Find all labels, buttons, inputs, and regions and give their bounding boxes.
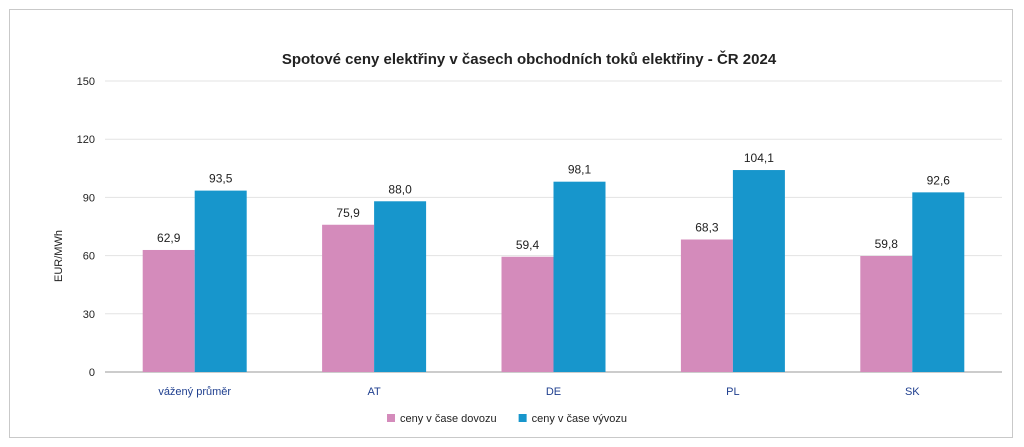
bar [912, 192, 965, 372]
data-label: 93,5 [209, 172, 233, 186]
bar [322, 224, 375, 372]
bar [194, 190, 247, 372]
x-tick-label: vážený průměr [158, 386, 231, 398]
data-label: 59,4 [516, 238, 540, 252]
x-tick-label: PL [726, 386, 739, 398]
x-axis-ticks: vážený průměr AT DE PL SK [158, 386, 920, 398]
data-label: 98,1 [568, 163, 592, 177]
legend: ceny v čase dovozu ceny v čase vývozu [387, 413, 627, 425]
x-tick-label: DE [546, 386, 561, 398]
data-label: 59,8 [875, 237, 899, 251]
legend-swatch [518, 414, 527, 422]
bar [142, 249, 195, 372]
x-tick-label: AT [367, 386, 381, 398]
data-label: 62,9 [157, 231, 181, 245]
bar [860, 255, 913, 372]
y-tick-label: 0 [89, 367, 95, 379]
x-tick-label: SK [905, 386, 920, 398]
data-labels: 62,9 93,5 75,9 88,0 59,4 98,1 68,3 104,1 59,8 92,… [157, 151, 950, 252]
legend-label: ceny v čase dovozu [400, 413, 497, 425]
y-axis-label: EUR/MWh [53, 230, 65, 282]
bar [732, 170, 785, 372]
bar [680, 239, 733, 372]
bar [553, 181, 606, 372]
data-label: 75,9 [336, 206, 360, 220]
y-tick-label: 90 [83, 192, 95, 204]
y-tick-label: 30 [83, 309, 95, 321]
data-label: 104,1 [744, 151, 774, 165]
data-label: 92,6 [927, 173, 951, 187]
bar [374, 201, 427, 372]
y-axis-ticks: 0 30 60 90 120 150 [77, 76, 95, 379]
bars [142, 170, 965, 372]
data-label: 68,3 [695, 220, 719, 234]
data-label: 88,0 [388, 182, 412, 196]
chart-title: Spotové ceny elektřiny v časech obchodní… [282, 50, 777, 68]
y-tick-label: 120 [77, 134, 95, 146]
legend-label: ceny v čase vývozu [532, 413, 627, 425]
legend-swatch [387, 414, 395, 422]
bar [501, 256, 554, 372]
gridlines [105, 80, 1002, 373]
y-tick-label: 150 [77, 76, 95, 88]
y-tick-label: 60 [83, 251, 95, 263]
